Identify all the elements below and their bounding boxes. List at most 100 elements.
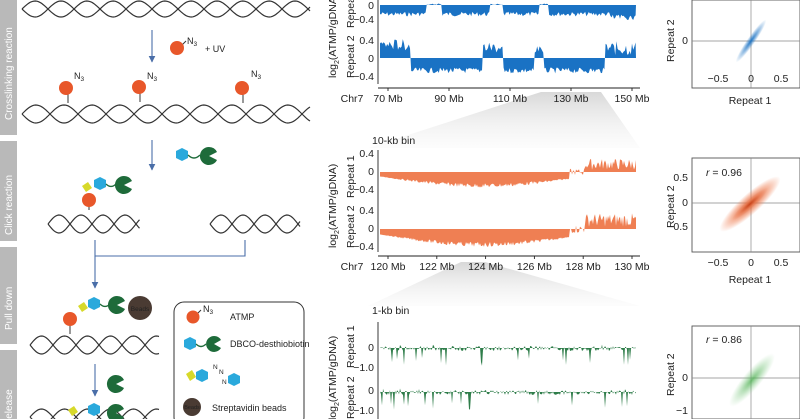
scatter-top-xtick-2: 0.5 bbox=[774, 73, 789, 85]
ytick-top-r1-0: 0 bbox=[368, 0, 374, 12]
dbco-reagent bbox=[176, 146, 217, 165]
svg-text:N3: N3 bbox=[74, 71, 85, 83]
zoom-wedge-1 bbox=[368, 92, 640, 148]
track-bot-repeat2 bbox=[380, 388, 636, 410]
series-label-mid-r1: Repeat 1 bbox=[345, 155, 357, 198]
xaxis-mid-tick-label-1: 122 Mb bbox=[419, 261, 454, 273]
chrom-mid: Chr7 bbox=[341, 261, 364, 273]
dna-helix-4-strand-b bbox=[29, 335, 160, 355]
legend-atmp-icon bbox=[186, 310, 200, 324]
dna-helix-3-right bbox=[209, 214, 301, 234]
scatter-top: Repeat 2 0 −0.5 0 0.5 Repeat 1 bbox=[665, 0, 800, 107]
ytick-bot-r2-0: 0 bbox=[368, 385, 374, 397]
clicked-complex bbox=[82, 175, 132, 210]
ytick-mid-r2-2: −0.4 bbox=[353, 241, 374, 253]
svg-text:N3: N3 bbox=[147, 71, 158, 83]
chrom-top: Chr7 bbox=[341, 93, 364, 105]
ytick-bot-r1-0: 0 bbox=[368, 342, 374, 354]
track-panel-bot: 1-kb bin log2(ATMP/gDNA) Repeat 1 Repeat… bbox=[327, 305, 636, 419]
scatter-bot-r: r = 0.86 bbox=[706, 334, 742, 346]
xaxis-top-tick-label-2: 110 Mb bbox=[493, 93, 527, 105]
ytick-top-r2-2: −0.4 bbox=[353, 71, 374, 83]
ylabel-top: log2(ATMP/gDNA) bbox=[327, 0, 341, 78]
scatter-top-xtick-0: −0.5 bbox=[708, 73, 729, 85]
scatter-mid-r: r = 0.96 bbox=[706, 167, 742, 179]
zoom-wedge-2 bbox=[368, 262, 640, 306]
scatter-bot-ylabel: Repeat 2 bbox=[665, 353, 677, 396]
ytick-mid-r1-0: 0.4 bbox=[359, 148, 374, 160]
bin-label-10kb: 10-kb bin bbox=[372, 135, 415, 147]
ytick-top-r1-1: −0.4 bbox=[353, 14, 374, 26]
xaxis-top-tick-label-4: 150 Mb bbox=[614, 93, 649, 105]
svg-text:N: N bbox=[222, 379, 227, 386]
desthiobiotin-icon bbox=[199, 146, 217, 165]
xaxis-top-tick-label-0: 70 Mb bbox=[373, 93, 402, 105]
dna-helix-1 bbox=[21, 0, 311, 18]
scatter-mid-ytick-0: 0.5 bbox=[673, 172, 688, 184]
scatter-mid-ytick-1: 0 bbox=[682, 197, 688, 209]
scatter-bot-ytick-1: −1 bbox=[676, 405, 688, 417]
ytick-top-r2-1: 0 bbox=[368, 53, 374, 65]
atmp-icon bbox=[59, 81, 73, 95]
xaxis-mid-tick-label-4: 128 Mb bbox=[566, 261, 601, 273]
scatter-mid-ytick-2: −0.5 bbox=[667, 221, 688, 233]
scatter-top-xlabel: Repeat 1 bbox=[729, 95, 772, 107]
release-complex bbox=[68, 374, 124, 419]
scatter-top-ylabel: Repeat 2 bbox=[665, 19, 677, 62]
scatter-mid: r = 0.96 Repeat 2 0.5 0 −0.5 −0.5 0 0.5 … bbox=[665, 157, 800, 286]
xaxis-mid-tick-label-0: 120 Mb bbox=[370, 261, 405, 273]
dbco-icon bbox=[176, 148, 188, 161]
dna-helix-3-right-strand-b bbox=[209, 214, 301, 234]
track-top-repeat1 bbox=[380, 3, 636, 20]
dna-helix-2 bbox=[21, 104, 311, 124]
xaxis-mid-tick-label-2: 124 Mb bbox=[468, 261, 503, 273]
series-label-top-r1: Repeat 1 bbox=[345, 0, 357, 28]
series-label-mid-r2: Repeat 2 bbox=[345, 205, 357, 248]
legend-triazole-icon bbox=[186, 370, 196, 381]
stage-crosslinking: Crosslinking reaction bbox=[4, 27, 15, 120]
ytick-mid-r1-1: 0 bbox=[368, 166, 374, 178]
scatter-bot: r = 0.86 Repeat 2 0 −1 bbox=[665, 325, 800, 419]
legend-bead-badge: Beads bbox=[184, 405, 200, 411]
scatter-mid-xtick-2: 0.5 bbox=[774, 257, 789, 269]
scatter-top-ytick-0: 0 bbox=[682, 35, 688, 47]
scatter-mid-xtick-0: −0.5 bbox=[708, 257, 729, 269]
series-label-bot-r1: Repeat 1 bbox=[345, 325, 357, 368]
atmp-icon bbox=[132, 80, 146, 94]
xaxis-top-tick-label-3: 130 Mb bbox=[553, 93, 588, 105]
bead-icon bbox=[128, 296, 152, 320]
arrow-split bbox=[94, 240, 246, 257]
scatter-bot-density bbox=[729, 353, 775, 407]
ytick-bot-r2-1: −1.0 bbox=[353, 405, 374, 417]
atmp-icon bbox=[170, 41, 184, 55]
uv-label: + UV bbox=[205, 44, 225, 54]
dna-helix-3-left bbox=[47, 214, 140, 234]
scatter-mid-xtick-1: 0 bbox=[748, 257, 754, 269]
svg-text:N3: N3 bbox=[251, 69, 262, 81]
uv-reagent: N3 + UV bbox=[170, 36, 225, 55]
atmp-crosslinks: N3 N3 N3 bbox=[59, 69, 262, 103]
dna-helix-3-left-strand-b bbox=[47, 214, 140, 234]
track-panel-mid: 10-kb bin log2(ATMP/gDNA) Repeat 1 Repea… bbox=[327, 135, 650, 273]
xaxis-mid-tick-label-3: 126 Mb bbox=[517, 261, 552, 273]
stage-release: Release bbox=[4, 389, 15, 419]
track-bot-repeat1 bbox=[380, 344, 636, 366]
legend-bead-icon bbox=[183, 398, 201, 416]
scatter-mid-ylabel: Repeat 2 bbox=[665, 185, 677, 228]
stage-pulldown: Pull down bbox=[4, 287, 15, 330]
atmp-icon bbox=[235, 81, 249, 95]
ytick-mid-r2-1: 0 bbox=[368, 223, 374, 235]
track-panel-top: log2(ATMP/gDNA) Repeat 1 Repeat 2 0 −0.4… bbox=[327, 0, 650, 105]
dna-helix-1-strand-b bbox=[21, 0, 311, 18]
stage-click: Click reaction bbox=[4, 175, 15, 235]
dna-helix-2-strand-b bbox=[21, 104, 311, 124]
ytick-mid-r2-0: 0.4 bbox=[359, 205, 374, 217]
pulldown-complex: Beads bbox=[63, 295, 152, 334]
track-mid-repeat1 bbox=[380, 158, 636, 188]
stage-tabs: Crosslinking reaction Click reaction Pul… bbox=[0, 0, 17, 419]
scatter-mid-density bbox=[731, 187, 769, 221]
legend-dbco-icon bbox=[184, 337, 196, 350]
ylabel-mid: log2(ATMP/gDNA) bbox=[327, 164, 341, 248]
series-label-top-r2: Repeat 2 bbox=[345, 35, 357, 78]
